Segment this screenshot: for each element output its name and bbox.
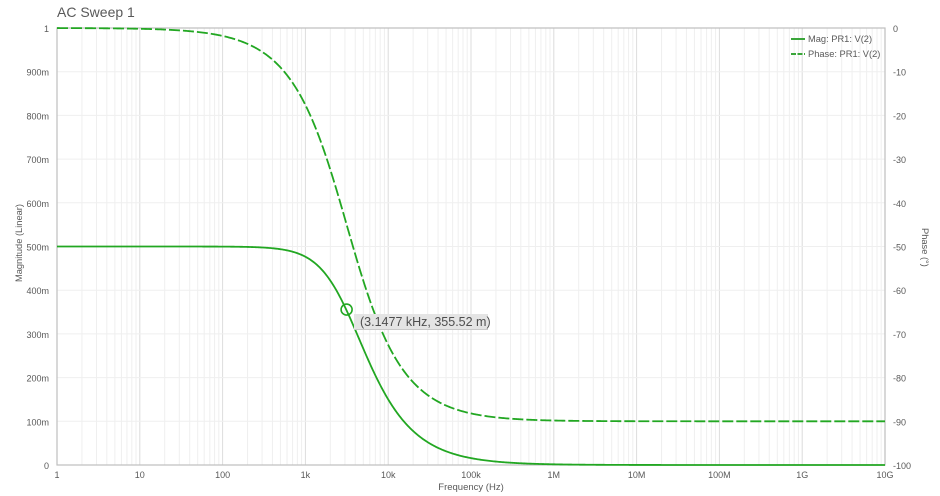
svg-text:-90: -90 bbox=[893, 417, 906, 427]
svg-text:-60: -60 bbox=[893, 286, 906, 296]
svg-text:-40: -40 bbox=[893, 199, 906, 209]
svg-text:1: 1 bbox=[44, 24, 49, 34]
svg-text:1M: 1M bbox=[548, 470, 561, 480]
svg-text:100: 100 bbox=[215, 470, 230, 480]
svg-text:1G: 1G bbox=[796, 470, 808, 480]
svg-text:-20: -20 bbox=[893, 111, 906, 121]
svg-text:10: 10 bbox=[135, 470, 145, 480]
svg-text:800m: 800m bbox=[26, 111, 49, 121]
svg-text:-10: -10 bbox=[893, 68, 906, 78]
svg-text:10M: 10M bbox=[628, 470, 646, 480]
svg-text:-80: -80 bbox=[893, 374, 906, 384]
svg-text:500m: 500m bbox=[26, 243, 49, 253]
svg-text:0: 0 bbox=[893, 24, 898, 34]
svg-text:-100: -100 bbox=[893, 461, 911, 471]
svg-text:600m: 600m bbox=[26, 199, 49, 209]
svg-text:-30: -30 bbox=[893, 155, 906, 165]
svg-text:700m: 700m bbox=[26, 155, 49, 165]
svg-text:0: 0 bbox=[44, 461, 49, 471]
svg-text:200m: 200m bbox=[26, 374, 49, 384]
svg-text:1: 1 bbox=[54, 470, 59, 480]
svg-text:1k: 1k bbox=[301, 470, 311, 480]
svg-text:-70: -70 bbox=[893, 330, 906, 340]
svg-text:-50: -50 bbox=[893, 243, 906, 253]
svg-text:10G: 10G bbox=[876, 470, 893, 480]
svg-text:100k: 100k bbox=[461, 470, 481, 480]
svg-text:400m: 400m bbox=[26, 286, 49, 296]
svg-text:100m: 100m bbox=[26, 417, 49, 427]
svg-text:100M: 100M bbox=[708, 470, 731, 480]
svg-text:900m: 900m bbox=[26, 68, 49, 78]
svg-text:10k: 10k bbox=[381, 470, 396, 480]
svg-text:300m: 300m bbox=[26, 330, 49, 340]
